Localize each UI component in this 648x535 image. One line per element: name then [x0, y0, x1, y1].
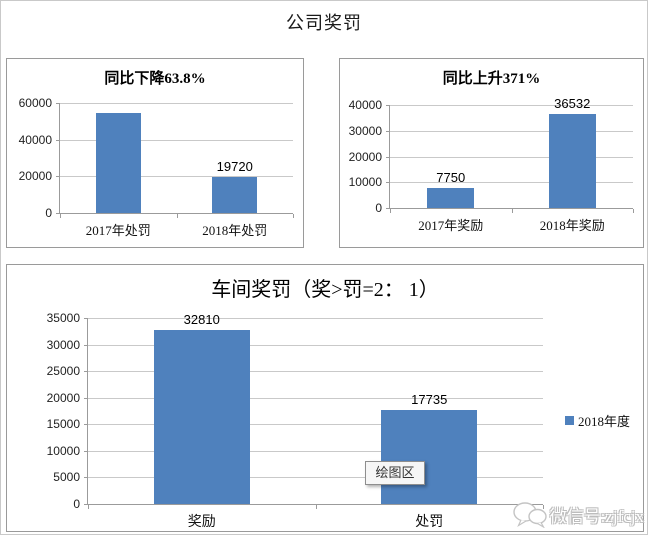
gridline: [88, 397, 543, 399]
chart-panel-reward: 同比上升371% 0 10000 20000 30000 40000 7750 2017年奖…: [339, 58, 644, 248]
gridline: [60, 176, 293, 178]
bar-value-label: 36532: [554, 95, 591, 111]
y-axis-tick: [386, 156, 390, 158]
y-axis-tick: [84, 424, 88, 426]
x-axis-tick: [633, 209, 634, 213]
y-axis-tick-label: 30000: [348, 123, 382, 138]
legend-label: 2018年度: [578, 414, 631, 429]
x-axis-tick: [315, 505, 317, 509]
legend-swatch: [565, 416, 574, 425]
y-axis-tick: [56, 139, 60, 141]
y-axis-tick: [386, 208, 390, 209]
y-axis-tick-label: 25000: [46, 364, 80, 379]
chart-panel-workshop: 车间奖罚（奖>罚=2： 1） 0 5000 10000 15000 20000 25000…: [6, 264, 644, 532]
workshop-chart-title: 车间奖罚（奖>罚=2： 1）: [211, 279, 439, 301]
y-axis-tick-label: 0: [375, 201, 382, 215]
x-axis-tick: [390, 209, 391, 213]
y-axis-tick: [84, 450, 88, 452]
bar-处罚[interactable]: [381, 409, 478, 504]
y-axis-tick: [84, 318, 88, 319]
y-axis-tick-label: 60000: [18, 96, 52, 110]
legend-2018[interactable]: 2018年度: [565, 411, 630, 430]
bar-2018年处罚[interactable]: [212, 176, 258, 213]
y-axis-tick-label: 40000: [348, 98, 382, 112]
y-axis-tick: [84, 477, 88, 479]
wechat-icon: [512, 502, 547, 528]
reward-chart-plot[interactable]: 0 10000 20000 30000 40000 7750 2017年奖励 36532 201…: [349, 96, 634, 233]
gridline: [390, 156, 633, 158]
bar-2017年处罚[interactable]: [95, 113, 141, 213]
x-axis-tick: [293, 214, 294, 218]
y-axis-tick-label: 30000: [46, 337, 80, 352]
x-axis-tick: [176, 214, 178, 218]
y-axis-tick: [386, 182, 390, 184]
workshop-chart-plot[interactable]: 0 5000 10000 15000 20000 25000 30000 35000 32810…: [47, 311, 544, 530]
x-axis-tick: [88, 505, 89, 509]
x-axis-tick: [60, 214, 61, 218]
y-axis-tick-label: 20000: [348, 149, 382, 164]
category-label: 奖励: [187, 515, 216, 530]
y-axis-tick-label: 5000: [53, 470, 80, 485]
penalty-chart-title: 同比下降63.8%: [104, 71, 206, 87]
y-axis-tick-label: 40000: [18, 132, 52, 147]
y-axis-tick-label: 10000: [46, 443, 80, 458]
gridline: [60, 103, 293, 104]
gridline: [390, 130, 633, 132]
y-axis-tick: [84, 371, 88, 373]
x-axis-tick: [511, 209, 513, 213]
plot-area-tooltip: 绘图区: [365, 461, 425, 485]
watermark-text: 微信号:zjfcjx: [549, 507, 644, 526]
gridline: [88, 344, 543, 346]
bar-value-label: 17735: [411, 391, 448, 407]
y-axis-tick: [386, 130, 390, 132]
y-axis-tick-label: 0: [45, 206, 52, 220]
x-axis-tick: [543, 505, 544, 509]
y-axis-tick-label: 15000: [46, 417, 80, 432]
y-axis-tick: [84, 504, 88, 505]
reward-chart-title: 同比上升371%: [442, 71, 541, 87]
y-axis-tick: [84, 397, 88, 399]
y-axis-tick: [56, 176, 60, 178]
gridline: [390, 105, 633, 106]
gridline: [88, 371, 543, 373]
y-axis-tick-label: 10000: [348, 175, 382, 190]
gridline: [88, 477, 543, 479]
bar-value-label: 7750: [436, 170, 466, 186]
gridline: [60, 139, 293, 141]
bar-value-label: 32810: [183, 311, 220, 327]
penalty-chart-plot[interactable]: 0 20000 40000 60000 2017年处罚 19720 2018年处罚: [19, 96, 294, 238]
bar-2017年奖励[interactable]: [427, 188, 475, 208]
gridline: [390, 182, 633, 184]
chart-panel-penalty: 同比下降63.8% 0 20000 40000 60000 2017年处罚 19720 20…: [6, 58, 304, 248]
gridline: [88, 424, 543, 426]
gridline: [88, 318, 543, 319]
y-axis-tick-label: 20000: [18, 169, 52, 184]
watermark: 微信号:zjfcjx: [512, 501, 644, 528]
bar-value-label: 19720: [216, 158, 253, 174]
page-title: 公司奖罚: [286, 13, 362, 33]
category-label: 2017年奖励: [418, 218, 484, 233]
gridline: [88, 450, 543, 452]
category-label: 2018年处罚: [202, 223, 268, 238]
category-label: 处罚: [415, 515, 444, 530]
y-axis-tick: [56, 213, 60, 214]
y-axis-tick: [84, 344, 88, 346]
y-axis-tick-label: 20000: [46, 390, 80, 405]
y-axis-tick: [56, 103, 60, 104]
y-axis-tick: [386, 105, 390, 106]
y-axis-tick-label: 35000: [46, 311, 80, 325]
category-label: 2018年奖励: [539, 218, 605, 233]
y-axis-tick-label: 0: [73, 497, 80, 511]
bar-2018年奖励[interactable]: [548, 113, 596, 208]
category-label: 2017年处罚: [85, 223, 151, 238]
bar-奖励[interactable]: [153, 329, 250, 504]
